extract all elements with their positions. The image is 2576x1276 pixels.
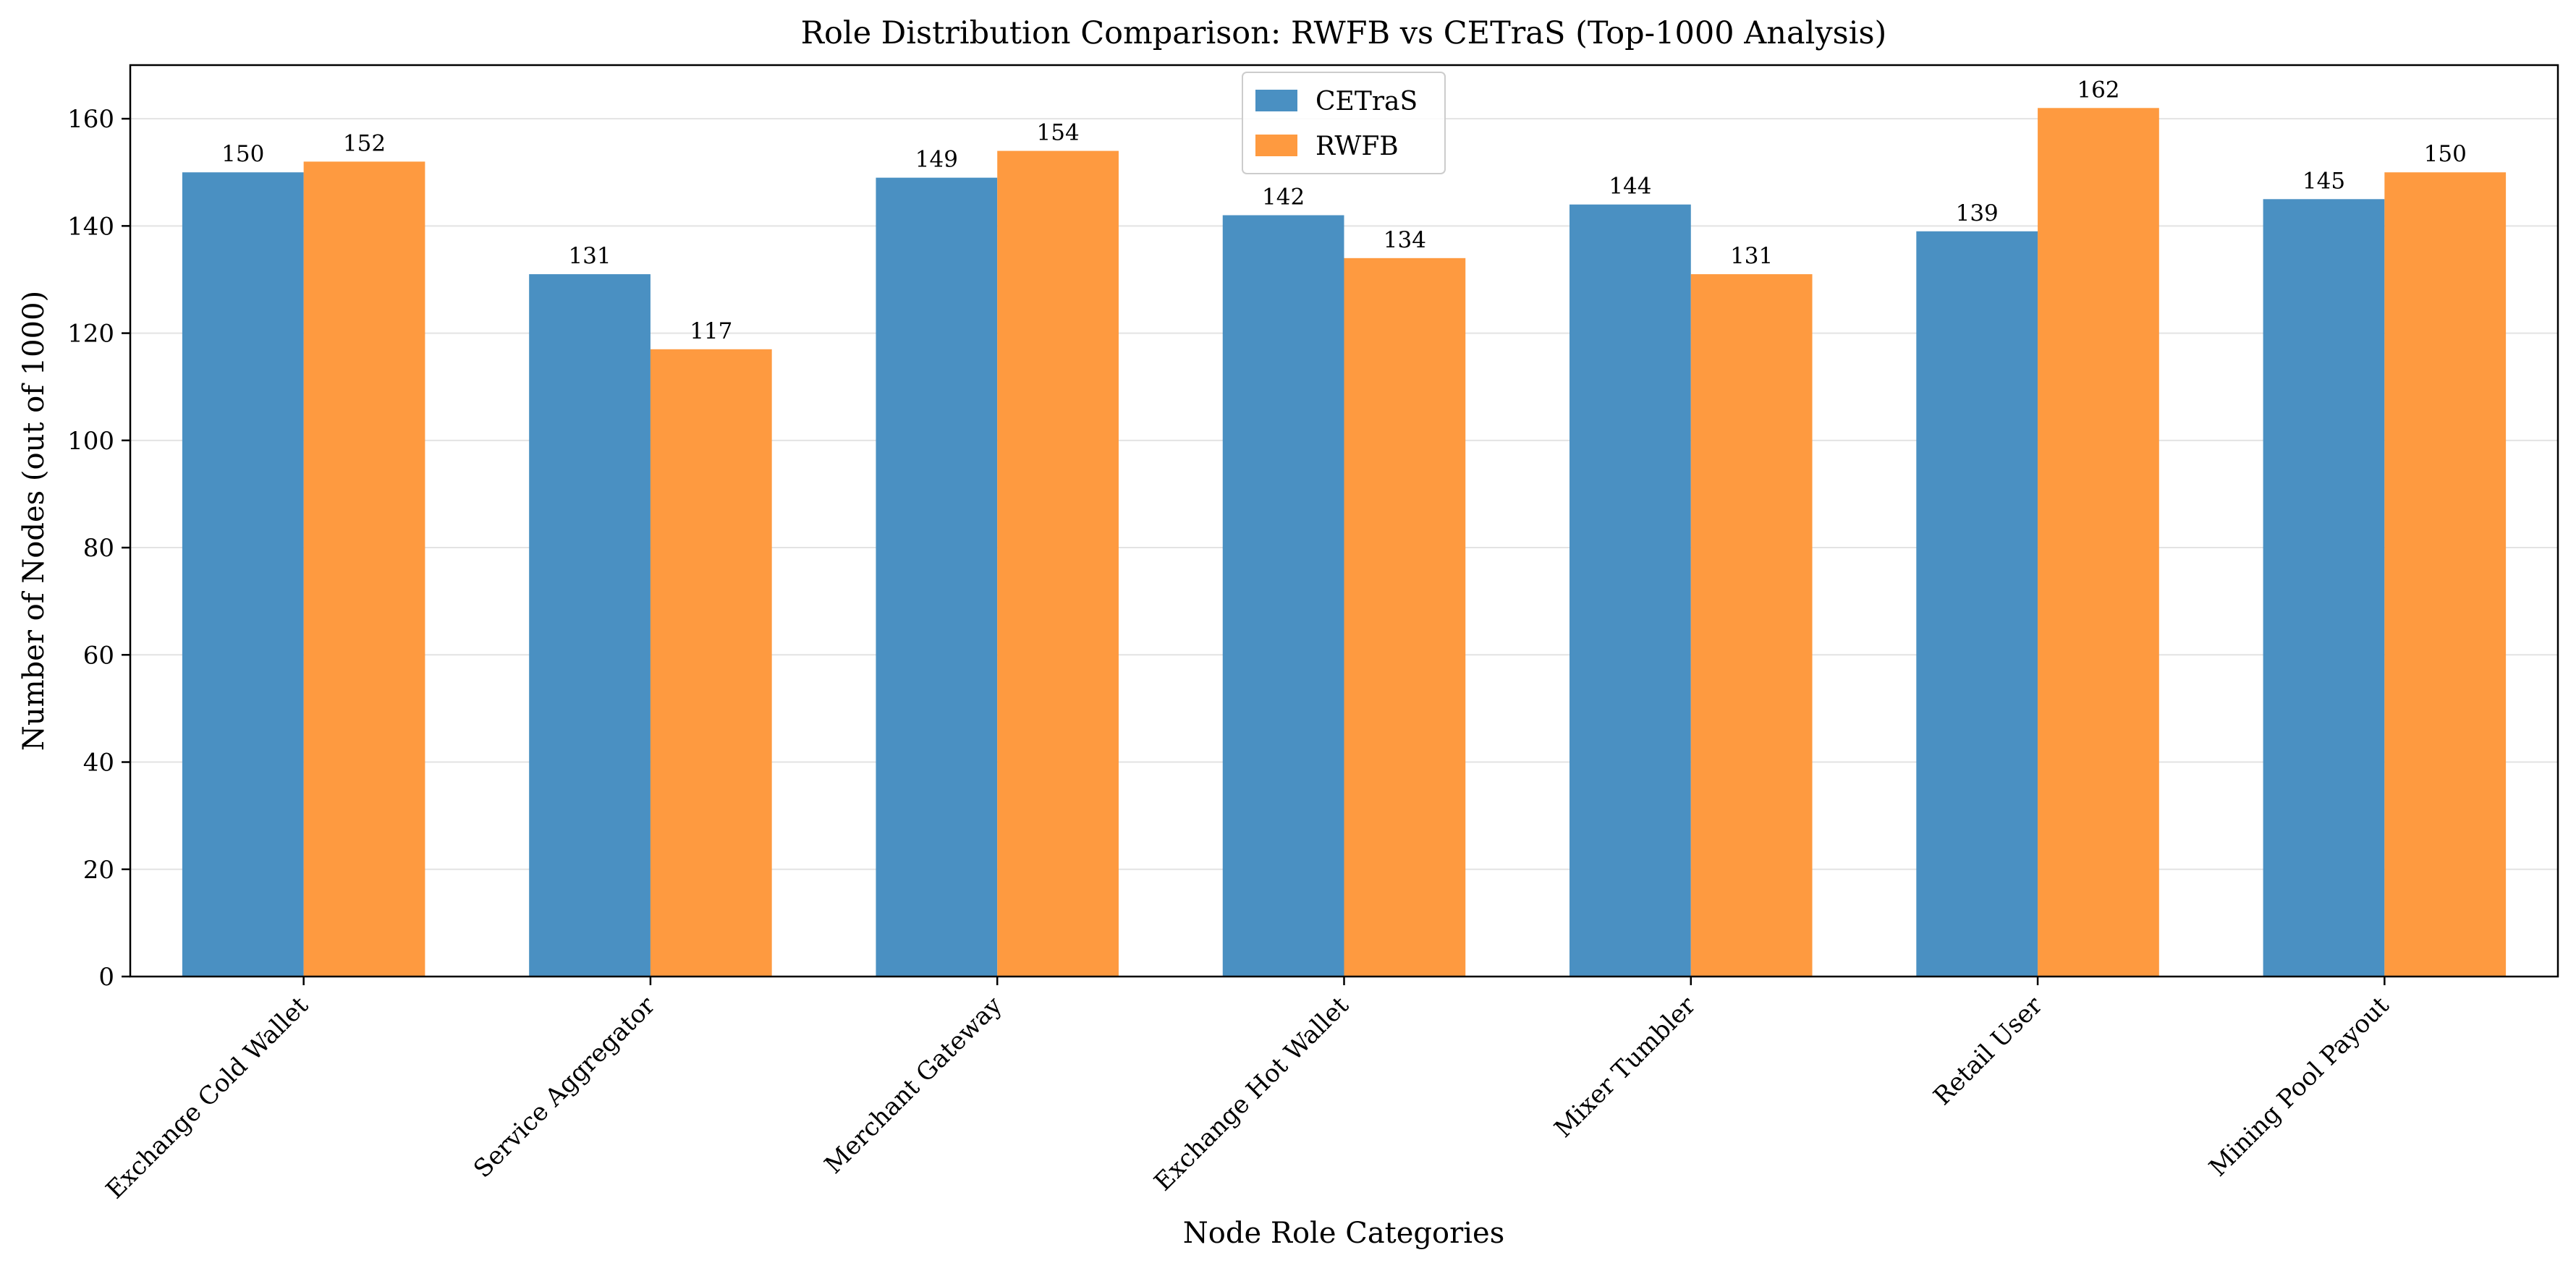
bar-cetras-mining-pool-payout	[2263, 199, 2385, 977]
bar-value-label: 117	[690, 318, 732, 344]
legend-swatch-cetras	[1255, 90, 1297, 111]
bar-value-label: 152	[343, 130, 386, 156]
y-tick-label: 160	[67, 105, 114, 134]
bar-rwfb-mixer-tumbler	[1690, 274, 1813, 977]
y-tick-label: 0	[98, 963, 114, 992]
bar-value-label: 142	[1262, 184, 1305, 210]
legend-swatch-rwfb	[1255, 135, 1297, 156]
y-tick-label: 20	[83, 856, 114, 885]
y-tick-label: 120	[67, 320, 114, 349]
legend: CETraS RWFB	[1242, 72, 1446, 174]
x-axis-label: Node Role Categories	[1183, 1217, 1504, 1250]
bar-cetras-mixer-tumbler	[1569, 204, 1691, 977]
bar-value-label: 149	[915, 147, 958, 173]
bar-value-label: 131	[568, 243, 611, 269]
bar-value-label: 154	[1037, 120, 1080, 146]
y-tick-label: 40	[83, 749, 114, 778]
bar-value-label: 131	[1730, 243, 1773, 269]
bar-rwfb-mining-pool-payout	[2384, 172, 2507, 977]
bar-value-label: 162	[2077, 77, 2119, 103]
y-tick-label: 100	[67, 427, 114, 456]
bar-rwfb-service-aggregator	[650, 349, 772, 977]
bar-value-labels: 150 152 131 117 149 154 142 134 144 131 139 162 145 1…	[221, 77, 2467, 344]
y-axis-label: Number of Nodes (out of 1000)	[17, 291, 51, 751]
bar-value-label: 145	[2302, 168, 2345, 194]
y-tick-label: 80	[83, 534, 114, 563]
bar-rwfb-exchange-hot-wallet	[1344, 258, 1466, 977]
bar-cetras-exchange-cold-wallet	[182, 172, 304, 977]
bar-value-label: 139	[1956, 200, 1999, 226]
y-tick-label: 60	[83, 641, 114, 670]
bar-cetras-service-aggregator	[529, 274, 651, 977]
bar-value-label: 144	[1609, 174, 1651, 200]
bar-rwfb-merchant-gateway	[997, 150, 1119, 977]
bar-value-label: 150	[221, 141, 264, 167]
bars	[182, 108, 2507, 977]
bar-cetras-exchange-hot-wallet	[1222, 215, 1344, 977]
legend-label-rwfb: RWFB	[1315, 132, 1399, 161]
y-tick-label: 140	[67, 212, 114, 241]
bar-rwfb-retail-user	[2038, 108, 2159, 977]
bar-value-label: 150	[2424, 141, 2467, 167]
bar-rwfb-exchange-cold-wallet	[303, 161, 425, 977]
bar-cetras-merchant-gateway	[876, 177, 998, 977]
legend-label-cetras: CETraS	[1315, 87, 1418, 116]
chart-title: Role Distribution Comparison: RWFB vs CE…	[801, 15, 1887, 51]
bar-value-label: 134	[1384, 227, 1426, 253]
bar-cetras-retail-user	[1916, 231, 2038, 977]
